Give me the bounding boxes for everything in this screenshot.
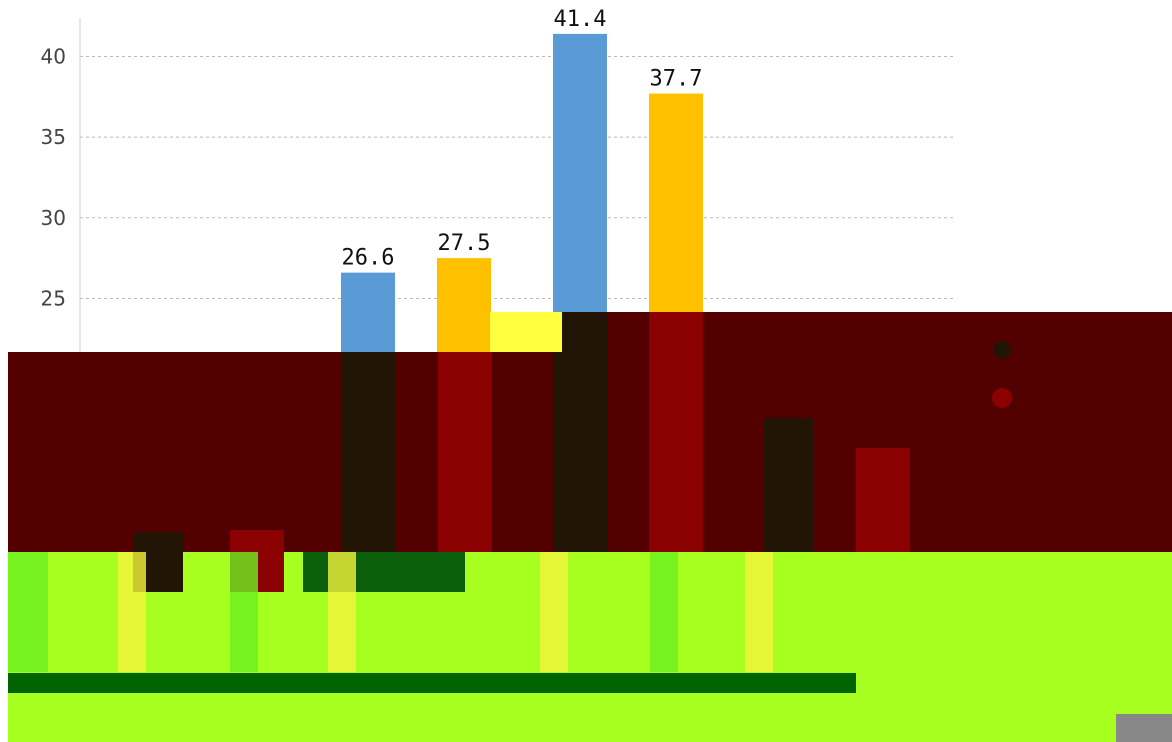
overlay-gray-patch [1116,714,1172,742]
shadow-bar-4 [649,312,703,552]
overlay-stripe [118,552,146,672]
data-label: 26.6 [342,246,395,271]
data-label: 37.7 [650,67,703,92]
y-tick-label: 35 [41,125,66,149]
overlay-lime-band [8,552,1172,742]
overlay-green-strip [8,673,856,693]
overlay-stripe [230,552,258,672]
shadow-bar-1 [341,352,395,552]
legend-marker-red [992,388,1012,408]
shadow-bar-3 [438,352,492,552]
y-tick-label: 25 [41,286,66,310]
corrupted-overlay [8,312,1172,742]
data-label: 27.5 [438,231,491,256]
y-tick-label: 30 [41,206,66,230]
y-tick-label: 40 [41,44,66,68]
data-label-layer: 26.6 41.4 27.5 37.7 [342,7,703,271]
grid-layer [80,55,955,299]
y-tick-labels: 25 30 35 40 [41,44,66,310]
overlay-stripe [328,552,356,672]
shadow-bar-8 [856,448,910,552]
overlay-stripe [540,552,568,672]
data-label: 41.4 [554,7,607,32]
overlay-stripe [8,552,48,672]
shadow-bar-7 [763,418,813,552]
overlay-green-patch [303,552,465,592]
overlay-yellow-patch [490,312,562,352]
overlay-stripe [745,552,773,672]
legend-marker-dark [993,341,1011,359]
overlay-stripe [650,552,678,672]
